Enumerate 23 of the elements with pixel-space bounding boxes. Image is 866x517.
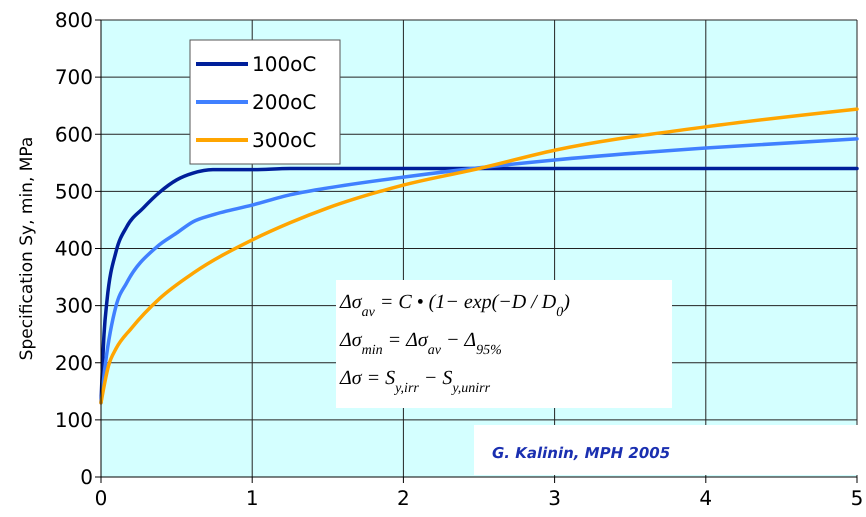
y-tick-label: 700 bbox=[54, 65, 93, 90]
y-tick-label: 300 bbox=[54, 294, 93, 318]
annotation: Δσ$_{min}$ = Δσ$_{av}$ − Δ$_{95%}$ bbox=[339, 329, 502, 358]
legend-label: 100oC bbox=[252, 52, 316, 76]
x-tick-label: 3 bbox=[548, 486, 561, 510]
y-tick-label: 800 bbox=[54, 8, 93, 32]
y-tick-label: 600 bbox=[54, 122, 93, 146]
x-tick-label: 2 bbox=[397, 486, 410, 510]
legend-label: 200oC bbox=[252, 90, 316, 114]
annotation: Δσ = S$_{y,irr}$ − S$_{y,unirr}$ bbox=[339, 367, 491, 396]
y-tick-label: 100 bbox=[54, 408, 93, 432]
annotation: G. Kalinin, MPH 2005 bbox=[492, 444, 670, 462]
x-tick-label: 5 bbox=[850, 486, 864, 510]
x-tick-label: 1 bbox=[246, 486, 259, 510]
y-tick-label: 0 bbox=[80, 465, 93, 489]
y-tick-label: 500 bbox=[54, 179, 93, 204]
legend-label: 300oC bbox=[252, 128, 316, 152]
x-tick-label: 4 bbox=[699, 486, 712, 510]
y-tick-label: 400 bbox=[54, 236, 93, 260]
annotation: Δσ$_{av}$ = C • (1− exp(−D / D$_{0}$) bbox=[339, 291, 570, 320]
y-tick-label: 200 bbox=[54, 350, 93, 375]
y-axis-title: Specification Sy, min, MPa bbox=[17, 136, 37, 360]
x-tick-label: 0 bbox=[94, 486, 108, 510]
